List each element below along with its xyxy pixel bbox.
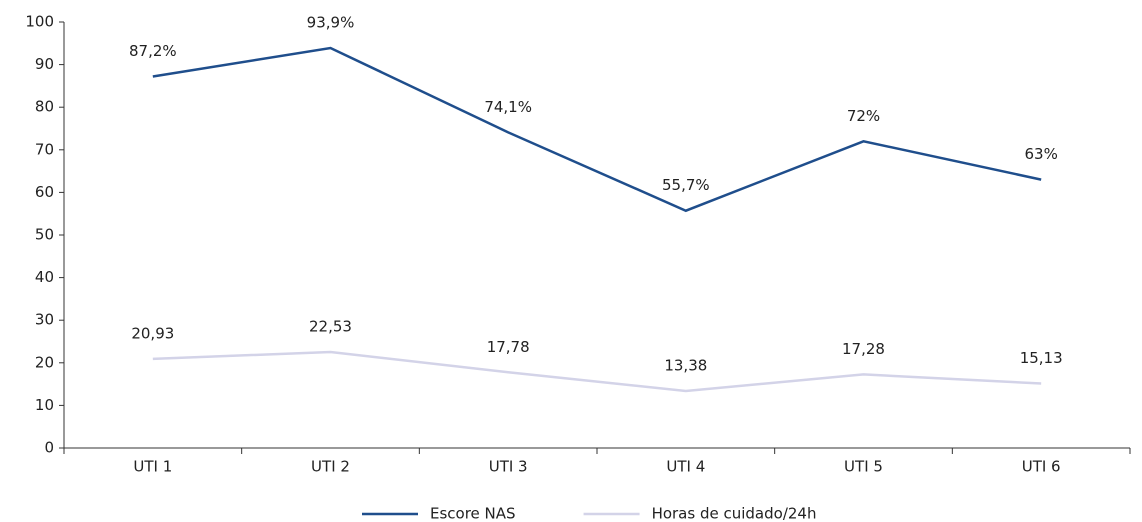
x-tick-label: UTI 6 (1022, 458, 1061, 476)
data-label: 17,28 (842, 340, 885, 358)
data-label: 20,93 (131, 324, 174, 342)
y-tick-label: 60 (35, 183, 54, 201)
data-label: 13,38 (664, 357, 707, 375)
x-tick-label: UTI 3 (489, 458, 528, 476)
x-tick-label: UTI 1 (133, 458, 172, 476)
data-label: 17,78 (487, 338, 530, 356)
data-label: 72% (847, 107, 880, 125)
data-label: 15,13 (1020, 349, 1063, 367)
y-tick-label: 70 (35, 140, 54, 158)
y-tick-label: 30 (35, 311, 54, 329)
data-label: 22,53 (309, 318, 352, 336)
data-label: 63% (1024, 145, 1057, 163)
data-label: 55,7% (662, 176, 710, 194)
y-tick-label: 50 (35, 226, 54, 244)
legend-label: Escore NAS (430, 505, 516, 522)
data-label: 74,1% (484, 98, 532, 116)
y-tick-label: 80 (35, 98, 54, 116)
series-line (152, 46, 1042, 213)
x-tick-label: UTI 2 (311, 458, 350, 476)
legend-label: Horas de cuidado/24h (652, 505, 817, 522)
y-tick-label: 10 (35, 396, 54, 414)
y-tick-label: 40 (35, 268, 54, 286)
data-label: 87,2% (129, 42, 177, 60)
data-label: 93,9% (307, 13, 355, 31)
y-tick-label: 20 (35, 353, 54, 371)
series-line (152, 350, 1042, 393)
x-tick-label: UTI 5 (844, 458, 883, 476)
y-tick-label: 100 (25, 13, 54, 31)
y-tick-label: 90 (35, 55, 54, 73)
y-tick-label: 0 (44, 439, 54, 457)
x-tick-label: UTI 4 (666, 458, 705, 476)
